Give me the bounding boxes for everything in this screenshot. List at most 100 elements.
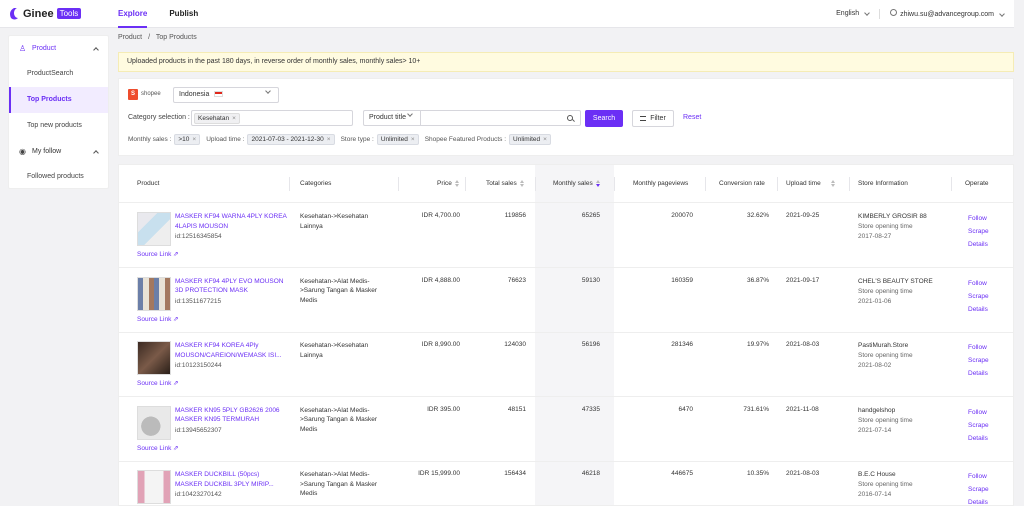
scrape-link[interactable]: Scrape (968, 357, 989, 364)
indonesia-flag-icon (214, 91, 224, 98)
language-label: English (836, 10, 860, 17)
search-button[interactable]: Search (585, 110, 623, 127)
col-upload-time[interactable]: Upload time (786, 180, 835, 187)
reset-link[interactable]: Reset (683, 114, 702, 121)
close-icon[interactable]: × (326, 136, 331, 143)
divider (289, 177, 290, 191)
search-field-select[interactable]: Product title (363, 110, 421, 126)
ginee-logo[interactable]: Ginee Tools (8, 7, 118, 21)
scrape-link[interactable]: Scrape (968, 486, 989, 493)
follow-link[interactable]: Follow (968, 215, 987, 222)
total-sales: 119856 (504, 212, 526, 219)
product-name-link[interactable]: MASKER KF94 4PLY EVO MOUSON 3D PROTECTIO… (175, 277, 284, 295)
source-link[interactable]: Source Link ⇗ (137, 444, 179, 452)
sidebar-item-top-products[interactable]: Top Products (9, 87, 108, 113)
sidebar-item-top-new-products[interactable]: Top new products (27, 122, 82, 129)
col-price[interactable]: Price (437, 180, 459, 187)
follow-link[interactable]: Follow (968, 344, 987, 351)
product-thumbnail[interactable] (137, 470, 171, 504)
nav-publish[interactable]: Publish (169, 8, 199, 18)
divider (398, 177, 399, 191)
product-thumbnail[interactable] (137, 212, 171, 246)
platform-label: shopee (141, 91, 161, 97)
product-name-link[interactable]: MASKER KF94 WARNA 4PLY KOREA 4LAPIS MOUS… (175, 213, 287, 230)
source-link-label: Source Link (137, 444, 172, 452)
close-icon[interactable]: × (543, 136, 547, 143)
criteria-tag-monthly-sales: >10 × (174, 134, 201, 145)
sidebar-item-followed-products[interactable]: Followed products (27, 173, 84, 180)
search-icon[interactable] (567, 115, 573, 121)
divider (465, 177, 466, 191)
table-row: MASKER KF94 4PLY EVO MOUSON 3D PROTECTIO… (119, 269, 1013, 333)
sidebar-group-my-follow[interactable]: ◉ My follow (9, 139, 108, 164)
product-thumbnail[interactable] (137, 341, 171, 375)
category-tag-text: Kesehatan (198, 115, 230, 122)
source-link[interactable]: Source Link ⇗ (137, 250, 179, 258)
shopee-icon: S (128, 89, 138, 100)
details-link[interactable]: Details (968, 370, 988, 377)
scrape-link[interactable]: Scrape (968, 421, 989, 429)
nav-explore[interactable]: Explore (118, 0, 148, 28)
follow-link[interactable]: Follow (968, 408, 987, 416)
sidebar-group-product[interactable]: ♙ Product (9, 36, 108, 61)
source-link[interactable]: Source Link ⇗ (137, 315, 179, 323)
divider (879, 8, 881, 19)
filter-button[interactable]: Filter (632, 110, 674, 127)
category-label: Category selection : (128, 114, 190, 121)
conversion-rate: 32.62% (746, 212, 769, 219)
scrape-link[interactable]: Scrape (968, 292, 989, 300)
close-icon[interactable]: × (232, 115, 236, 122)
sidebar-item-product-search[interactable]: ProductSearch (27, 70, 74, 77)
row-operations: Follow Scrape Details (968, 470, 989, 506)
external-link-icon: ⇗ (171, 380, 179, 387)
product-thumbnail[interactable] (137, 276, 171, 311)
monthly-sales: 56196 (581, 341, 600, 348)
close-icon[interactable]: × (410, 136, 415, 143)
store-info: KIMBERLY GROSIR 88 Store opening time 2017… (858, 212, 948, 242)
criteria-tag-store-type: Unlimited × (376, 134, 419, 145)
close-icon[interactable]: × (192, 136, 197, 143)
criteria-tag-featured: Unlimited × (509, 134, 551, 145)
upload-time: 2021-08-03 (786, 470, 820, 477)
details-link[interactable]: Details (968, 434, 988, 442)
search-input[interactable] (421, 110, 581, 126)
breadcrumb-root[interactable]: Product (118, 34, 143, 41)
col-monthly-sales[interactable]: Monthly sales (553, 180, 600, 187)
language-selector[interactable]: English (836, 10, 870, 17)
product-name-link[interactable]: MASKER KN95 5PLY GB2626 2006 MASKER KN95… (175, 406, 280, 424)
details-link[interactable]: Details (968, 305, 988, 313)
store-info: handgelshop Store opening time 2021-07-14 (858, 406, 948, 436)
criteria-label: Shopee Featured Products : (424, 136, 507, 143)
col-total-sales[interactable]: Total sales (486, 180, 524, 187)
product-id: id:10123150244 (175, 362, 222, 369)
table-header: Product Categories Price Total sales Mon… (119, 165, 1013, 203)
scrape-link[interactable]: Scrape (968, 228, 989, 235)
row-operations: Follow Scrape Details (968, 341, 989, 380)
store-opening-label: Store opening time (858, 352, 913, 359)
criteria-label: Monthly sales : (128, 136, 172, 143)
product-id: id:10423270142 (175, 491, 222, 498)
follow-link[interactable]: Follow (968, 279, 987, 287)
category-select[interactable]: Kesehatan × (191, 110, 353, 126)
sort-icon (519, 180, 524, 187)
sort-icon (454, 180, 459, 187)
monthly-pageviews: 281346 (671, 341, 693, 348)
product-thumbnail[interactable] (137, 405, 171, 440)
product-id: id:12516345854 (175, 233, 222, 240)
source-link[interactable]: Source Link ⇗ (137, 379, 179, 387)
external-link-icon: ⇗ (171, 444, 179, 452)
product-name-link[interactable]: MASKER DUCKBILL (50pcs) MASKER DUCKBIL 3… (175, 471, 274, 488)
sidebar-group-label: My follow (32, 148, 62, 155)
user-menu[interactable]: zhiwu.su@advancegroup.com (890, 9, 1005, 18)
details-link[interactable]: Details (968, 241, 988, 248)
chevron-down-icon (407, 111, 413, 117)
details-link[interactable]: Details (968, 499, 988, 506)
product-price: IDR 395.00 (427, 405, 460, 413)
source-link-label: Source Link (137, 251, 172, 258)
product-name-link[interactable]: MASKER KF94 KOREA 4Ply MOUSON/CAREION/WE… (175, 342, 282, 359)
follow-link[interactable]: Follow (968, 473, 987, 480)
row-operations: Follow Scrape Details (968, 277, 989, 316)
upload-time: 2021-09-17 (786, 276, 820, 284)
country-select[interactable]: Indonesia (173, 87, 279, 103)
store-name: handgelshop (858, 406, 896, 414)
